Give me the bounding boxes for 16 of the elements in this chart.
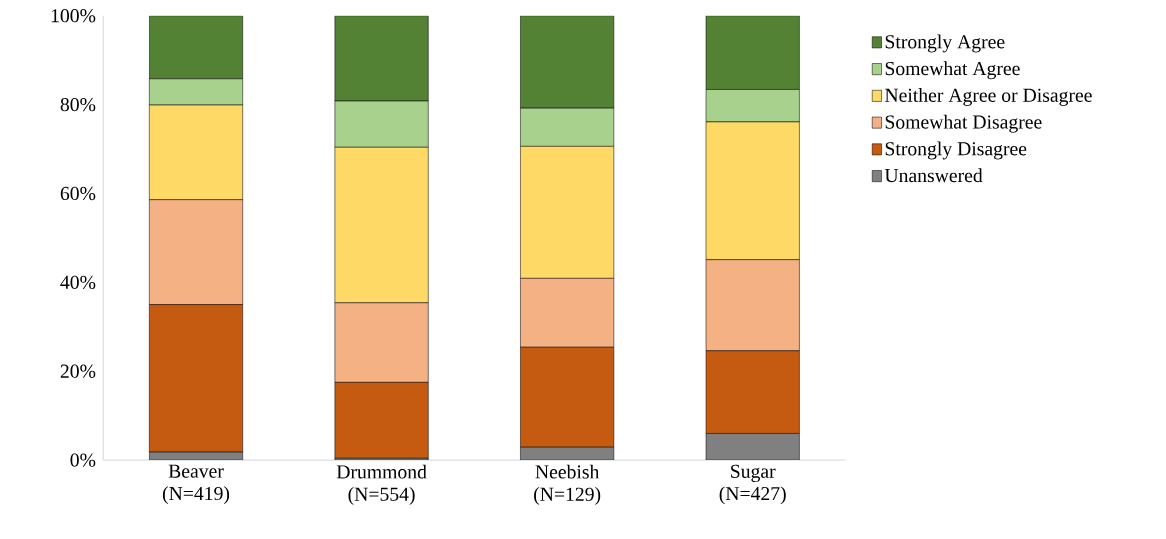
y-tick-label: 80% xyxy=(60,98,96,112)
legend-label: Neither Agree or Disagree xyxy=(885,88,1092,107)
y-tick-label: 20% xyxy=(60,364,96,379)
legend-label: Strongly Disagree xyxy=(885,141,1027,160)
x-tick-label: Beaver (N=419) xyxy=(162,464,230,505)
x-tick-label: Sugar (N=427) xyxy=(719,464,786,505)
legend-label: Unanswered xyxy=(884,168,983,183)
legend-label: Strongly Agree xyxy=(885,34,1005,53)
y-tick-label: 40% xyxy=(60,275,96,290)
y-tick-label: 0% xyxy=(70,453,96,467)
y-tick-label: 100% xyxy=(51,9,96,23)
y-tick-label: 60% xyxy=(60,186,96,201)
x-tick-label: Drummond (N=554) xyxy=(336,464,427,505)
legend-label: Somewhat Disagree xyxy=(885,114,1042,133)
x-tick-label: Neebish (N=129) xyxy=(534,464,601,505)
legend-label: Somewhat Agree xyxy=(885,61,1020,80)
